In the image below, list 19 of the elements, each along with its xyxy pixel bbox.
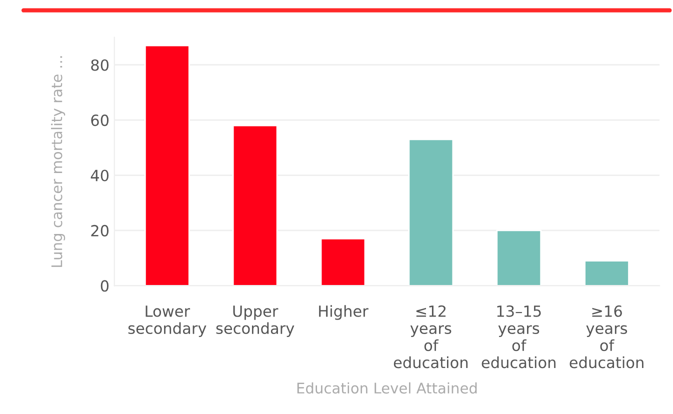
y-tick-label: 40 xyxy=(90,170,109,182)
x-axis-title: Education Level Attained xyxy=(297,382,477,394)
bar xyxy=(584,260,630,286)
y-tick-label: 20 xyxy=(91,224,109,236)
y-tick-label: 0 xyxy=(100,280,109,292)
bar xyxy=(144,44,190,286)
x-tick-label: Lower secondary xyxy=(128,306,206,337)
bar xyxy=(320,238,366,286)
bar xyxy=(408,138,454,286)
x-tick-label: Upper secondary xyxy=(216,306,294,337)
bar xyxy=(496,230,542,286)
x-tick-label: Higher xyxy=(319,305,368,320)
x-tick-label: ≤12 years of education xyxy=(394,305,468,368)
bar xyxy=(232,124,278,286)
x-tick-label: ≥16 years of education xyxy=(570,305,644,368)
y-tick-label: 80 xyxy=(91,59,109,71)
x-tick-label: 13–15 years of education xyxy=(482,305,556,368)
y-axis-title: Lung cancer mortality rate … xyxy=(50,56,66,267)
y-tick-label: 60 xyxy=(91,114,109,126)
